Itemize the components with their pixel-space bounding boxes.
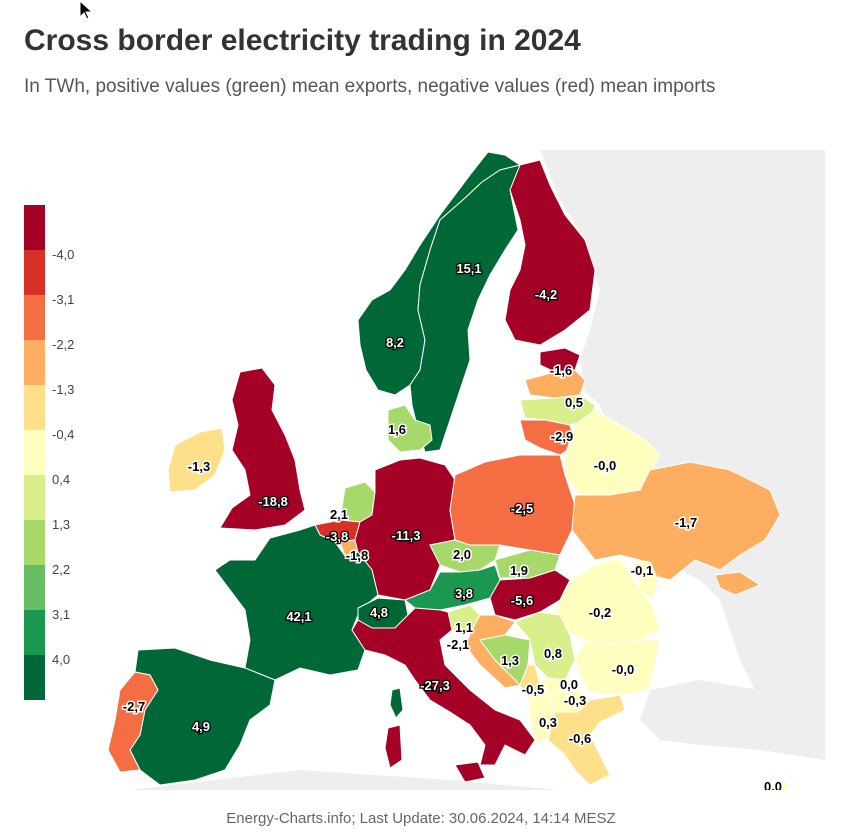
chart-subtitle: In TWh, positive values (green) mean exp… [24,76,716,97]
country-italy[interactable] [351,607,536,766]
country-value-label: -0,5 [522,682,544,697]
country-denmark[interactable] [387,404,433,453]
legend-swatch [24,610,45,655]
legend-label: 4,0 [52,652,71,667]
background-land-africa [130,770,560,790]
country-value-label: -5,6 [511,593,533,608]
country-greece[interactable] [547,694,626,786]
legend-swatch [24,295,45,340]
source-footer: Energy-Charts.info; Last Update: 30.06.2… [226,810,616,827]
legend-label: 3,1 [52,607,71,622]
country-value-label: 0,5 [565,395,583,410]
legend-label: -0,4 [52,427,75,442]
country-finland[interactable] [504,159,596,346]
country-value-label: 4,8 [370,605,388,620]
country-value-label: 0,3 [539,715,557,730]
country-value-label: -0,2 [589,605,611,620]
country-value-label: -1,6 [550,363,572,378]
legend-label: -1,3 [52,382,75,397]
country-value-label: -4,2 [535,287,557,302]
country-value-label: 8,2 [386,335,404,350]
legend-label: 1,3 [52,517,71,532]
country-value-label: 2,0 [453,547,471,562]
country-value-label: 0,8 [544,646,562,661]
country-value-label: 42,1 [286,609,311,624]
country-value-label: 3,8 [455,586,473,601]
country-latvia[interactable] [524,369,586,399]
country-value-label: 15,1 [456,261,481,276]
country-united-kingdom[interactable] [219,367,306,531]
country-value-label: 1,1 [455,620,473,635]
country-value-label: -2,1 [447,637,469,652]
country-serbia[interactable] [514,611,576,681]
legend-label: 2,2 [52,562,71,577]
country-italy-sicily[interactable] [454,761,486,783]
legend-swatch [24,520,45,565]
country-france-corsica[interactable] [389,687,404,719]
country-value-label: 1,3 [501,653,519,668]
legend-swatch [24,250,45,295]
country-bulgaria[interactable] [574,639,661,696]
legend-label: 0,4 [52,472,71,487]
country-value-label: -18,8 [258,494,288,509]
country-italy-sardinia[interactable] [384,724,403,769]
country-value-label: -0,1 [631,563,653,578]
color-legend [24,205,45,700]
country-value-label: 0,0 [560,677,578,692]
country-value-label: 1,6 [388,422,406,437]
legend-swatch [24,475,45,520]
country-cyprus[interactable] [759,779,791,790]
country-sweden[interactable] [409,164,521,453]
legend-swatch [24,430,45,475]
country-ukraine[interactable] [571,461,781,581]
legend-swatch [24,565,45,610]
chart-title: Cross border electricity trading in 2024 [24,24,581,57]
legend-swatch [24,340,45,385]
country-value-label: -1,7 [675,515,697,530]
country-value-label: -1,8 [346,548,368,563]
country-kosovo[interactable] [539,677,566,696]
country-value-label: -11,3 [392,528,421,543]
country-value-label: -0,0 [612,662,634,677]
legend-label: -2,2 [52,337,75,352]
country-value-label: -2,9 [551,429,573,444]
legend-swatch [24,205,45,250]
country-value-label: -0,3 [564,693,586,708]
legend-label: -4,0 [52,247,75,262]
country-value-label: 4,9 [192,719,210,734]
country-portugal[interactable] [107,671,159,773]
country-value-label: 0,0 [764,779,782,790]
country-ukraine-crimea[interactable] [714,571,762,596]
country-value-label: -2,7 [123,699,145,714]
country-value-label: -1,3 [188,459,210,474]
country-ireland[interactable] [167,427,226,493]
country-value-label: -0,6 [569,731,591,746]
legend-swatch [24,655,45,700]
legend-swatch [24,385,45,430]
mouse-cursor-icon [79,0,94,20]
country-value-label: 2,1 [330,507,348,522]
country-value-label: -3,8 [326,529,348,544]
country-value-label: -0,0 [594,458,616,473]
country-value-label: -27,3 [420,678,450,693]
country-value-label: 1,9 [510,563,528,578]
country-value-label: -2,5 [511,501,533,516]
legend-label: -3,1 [52,292,75,307]
background-land-turkey [640,680,825,760]
country-moldova[interactable] [634,559,659,601]
background-land-russia [540,150,825,720]
europe-map: 15,1 8,2 -4,2 -1,6 0,5 -2,9 -0,0 1,6 -1,… [107,150,825,790]
